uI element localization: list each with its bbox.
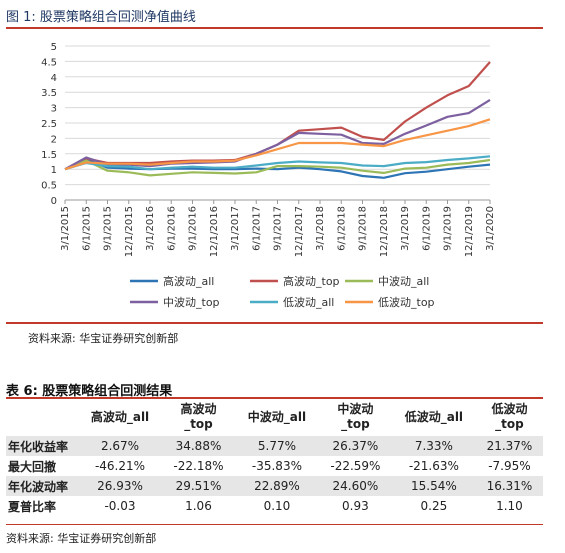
x-tick-label: 9/1/2019 — [443, 206, 454, 251]
table-cell: 1.10 — [496, 499, 523, 513]
legend-label: 低波动_top — [378, 296, 435, 309]
chart-bottom-rule — [6, 322, 543, 324]
table-cell: 7.33% — [391, 436, 476, 456]
table-cell: 0.25 — [420, 499, 448, 513]
table-title: 表 6: 股票策略组合回测结果 — [6, 384, 173, 399]
series-line-0 — [64, 158, 491, 179]
legend-label: 中波动_all — [378, 275, 429, 288]
table-cell: -22.18% — [173, 459, 224, 473]
table-cell: -0.03 — [104, 499, 136, 513]
x-tick-label: 6/1/2018 — [336, 206, 347, 251]
title-rule — [6, 27, 543, 29]
figure-title: 图 1: 股票策略组合回测净值曲线 — [6, 10, 196, 25]
y-tick-label: 0 — [51, 196, 57, 207]
x-tick-label: 12/1/2018 — [379, 206, 390, 257]
table-cell: 24.60% — [318, 476, 392, 496]
table-cell: 22.89% — [234, 476, 319, 496]
table-cell: -35.83% — [251, 459, 302, 473]
y-tick-label: 3 — [51, 104, 57, 115]
results-table: 高波动_all 高波动 _top 中波动_all 中波动 _top 低波动_all 低波动… — [6, 398, 543, 516]
x-tick-label: 3/1/2018 — [315, 206, 326, 251]
table-top-rule — [6, 397, 543, 399]
x-tick-label: 3/1/2015 — [60, 206, 71, 251]
legend-label: 低波动_all — [283, 296, 334, 309]
table-cell: 34.88% — [162, 436, 235, 456]
x-tick-label: 3/1/2017 — [230, 206, 241, 251]
series-line-1 — [64, 61, 491, 171]
x-tick-label: 3/1/2020 — [485, 206, 496, 251]
y-tick-label: 2 — [51, 134, 57, 145]
row-label: 最大回撤 — [8, 459, 57, 474]
column-header: 中波动 _top — [337, 402, 374, 431]
series-line-2 — [64, 158, 491, 177]
x-tick-label: 9/1/2017 — [273, 206, 284, 251]
table-bottom-rule — [6, 524, 543, 525]
table-row: 夏普比率 -0.03 1.06 0.10 0.93 0.25 1.10 — [6, 496, 543, 516]
table-row: 年化波动率 26.93% 29.51% 22.89% 24.60% 15.54% 16.31… — [6, 476, 543, 496]
y-tick-label: 1.5 — [41, 150, 57, 161]
series-line-5 — [64, 118, 491, 171]
row-label: 年化收益率 — [6, 436, 78, 456]
table-source: 资料来源: 华宝证券研究创新部 — [6, 532, 157, 545]
x-tick-label: 12/1/2017 — [294, 206, 305, 257]
y-tick-label: 0.5 — [41, 181, 57, 192]
table-cell: 0.93 — [342, 499, 369, 513]
series-line-4 — [64, 155, 491, 171]
table-cell: -22.59% — [330, 459, 381, 473]
x-tick-label: 9/1/2015 — [103, 206, 114, 251]
column-header: 高波动_all — [90, 409, 150, 424]
table-cell: 15.54% — [391, 476, 476, 496]
legend-label: 中波动_top — [163, 296, 220, 309]
x-tick-label: 6/1/2017 — [251, 206, 262, 251]
table-cell: -46.21% — [94, 459, 146, 473]
y-tick-label: 3.5 — [41, 88, 57, 99]
table-cell: -21.63% — [408, 459, 459, 473]
x-tick-label: 9/1/2018 — [358, 206, 369, 251]
legend-label: 高波动_all — [163, 274, 214, 288]
y-tick-label: 1 — [51, 165, 57, 176]
x-tick-label: 6/1/2019 — [421, 206, 432, 251]
y-tick-label: 4.5 — [41, 57, 57, 68]
row-label: 夏普比率 — [8, 499, 57, 514]
line-chart: 0 0.5 1 1.5 2 2.5 3 3.5 4 4.5 5 3/1/2015 6/1/2015 9/… — [41, 42, 496, 309]
x-tick-label: 12/1/2016 — [209, 206, 220, 257]
column-header — [6, 398, 78, 436]
table-cell: 0.10 — [263, 499, 291, 513]
column-header: 低波动_all — [404, 409, 464, 424]
row-label: 年化波动率 — [6, 476, 78, 496]
x-tick-label: 3/1/2019 — [400, 206, 411, 251]
table-cell: 1.06 — [185, 499, 212, 513]
figure-source: 资料来源: 华宝证券研究创新部 — [28, 332, 179, 345]
table-cell: 29.51% — [162, 476, 235, 496]
x-tick-label: 6/1/2016 — [166, 206, 177, 251]
column-header: 高波动 _top — [180, 402, 217, 431]
table-cell: 5.77% — [234, 436, 319, 456]
column-header: 中波动_all — [247, 409, 307, 424]
table-row: 最大回撤 -46.21% -22.18% -35.83% -22.59% -21.63% -… — [6, 456, 543, 476]
x-tick-label: 12/1/2019 — [464, 206, 475, 257]
table-cell: 26.37% — [318, 436, 392, 456]
table-cell: -7.95% — [488, 459, 531, 473]
column-header: 低波动 _top — [491, 402, 528, 431]
x-tick-label: 3/1/2016 — [145, 206, 156, 251]
x-tick-label: 9/1/2016 — [188, 206, 199, 251]
table-cell: 16.31% — [475, 476, 543, 496]
x-tick-label: 12/1/2015 — [124, 206, 135, 257]
legend-label: 高波动_top — [283, 274, 340, 288]
x-tick-label: 6/1/2015 — [81, 206, 92, 251]
y-tick-label: 5 — [51, 42, 57, 53]
table-cell: 2.67% — [78, 436, 163, 456]
table-cell: 21.37% — [475, 436, 543, 456]
y-tick-label: 2.5 — [41, 119, 57, 130]
table-cell: 26.93% — [78, 476, 163, 496]
y-tick-label: 4 — [51, 73, 57, 84]
table-row: 年化收益率 2.67% 34.88% 5.77% 26.37% 7.33% 21.37% — [6, 436, 543, 456]
